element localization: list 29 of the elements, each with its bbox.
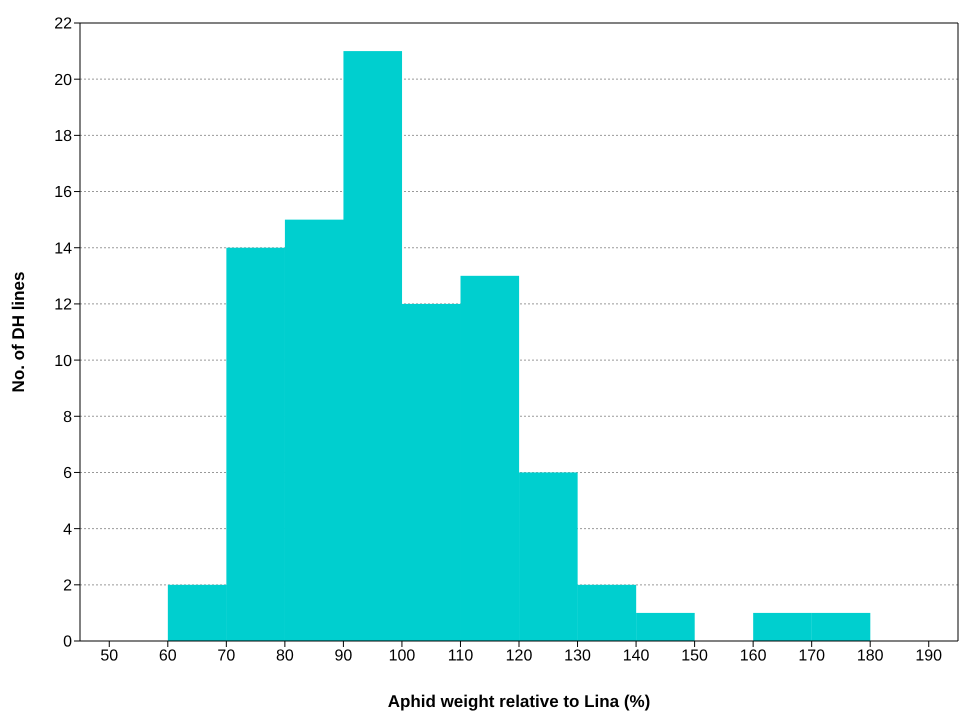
- x-tick-label: 180: [856, 647, 884, 664]
- y-tick-label: 6: [63, 465, 72, 482]
- x-tick-label: 160: [740, 647, 767, 664]
- x-tick-label: 140: [622, 647, 650, 664]
- y-tick-label: 2: [63, 578, 72, 594]
- x-tick-label: 50: [100, 647, 118, 664]
- x-tick-label: 170: [798, 647, 826, 664]
- x-tick-label: 190: [915, 647, 942, 664]
- y-axis-title: No. of DH lines: [9, 272, 28, 392]
- y-tick-label: 4: [63, 521, 72, 538]
- x-tick-label: 150: [681, 647, 708, 664]
- x-tick-label: 130: [564, 647, 591, 664]
- y-tick-label: 12: [54, 296, 72, 314]
- y-tick-label: 20: [54, 72, 72, 89]
- x-tick-label: 120: [506, 647, 532, 664]
- y-tick-label: 10: [54, 352, 72, 370]
- x-tick-label: 80: [276, 647, 294, 664]
- y-tick-label: 18: [54, 128, 72, 146]
- x-tick-label: 90: [334, 647, 352, 664]
- x-tick-label: 110: [448, 647, 474, 664]
- y-tick-label: 8: [63, 408, 72, 426]
- y-tick-label: 16: [54, 184, 72, 202]
- y-tick-label: 14: [54, 240, 72, 258]
- y-tick-label: 22: [54, 16, 72, 33]
- x-axis-title: Aphid weight relative to Lina (%): [388, 692, 650, 711]
- y-tick-label: 0: [63, 634, 72, 651]
- x-tick-label: 60: [158, 647, 177, 664]
- x-tick-label: 70: [217, 647, 236, 664]
- x-tick-label: 100: [388, 647, 416, 664]
